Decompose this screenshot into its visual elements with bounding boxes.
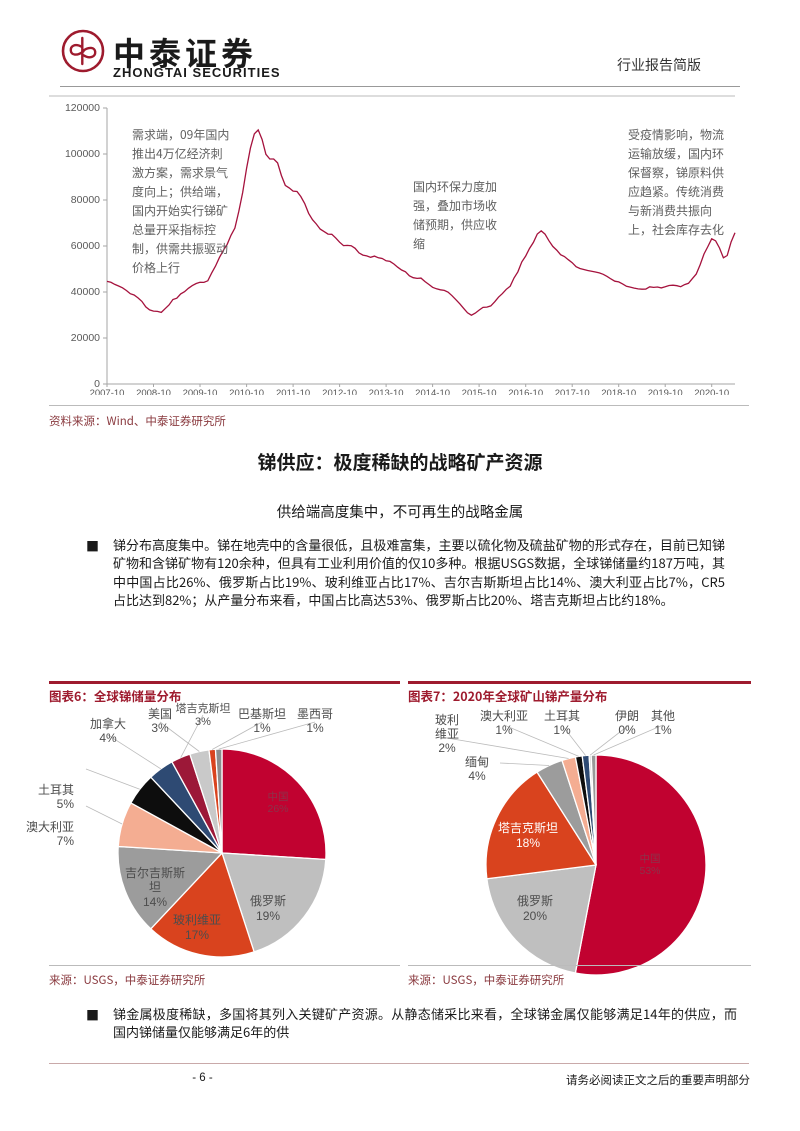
svg-text:澳大利亚: 澳大利亚 xyxy=(480,707,528,724)
svg-text:4%: 4% xyxy=(468,769,486,783)
svg-text:1%: 1% xyxy=(553,723,571,737)
svg-text:其他: 其他 xyxy=(651,707,675,724)
svg-text:0%: 0% xyxy=(618,723,636,737)
svg-text:维亚: 维亚 xyxy=(435,725,459,742)
svg-text:缅甸: 缅甸 xyxy=(465,753,489,770)
svg-text:1%: 1% xyxy=(495,723,513,737)
svg-text:中国: 中国 xyxy=(640,851,661,866)
svg-text:20%: 20% xyxy=(523,909,547,923)
svg-text:1%: 1% xyxy=(654,723,672,737)
svg-text:伊朗: 伊朗 xyxy=(615,707,639,724)
svg-text:俄罗斯: 俄罗斯 xyxy=(517,892,553,909)
svg-text:2%: 2% xyxy=(438,741,456,755)
svg-text:18%: 18% xyxy=(516,836,540,850)
svg-text:塔吉克斯坦: 塔吉克斯坦 xyxy=(498,819,558,836)
svg-text:土耳其: 土耳其 xyxy=(544,707,580,724)
svg-text:53%: 53% xyxy=(639,865,660,877)
